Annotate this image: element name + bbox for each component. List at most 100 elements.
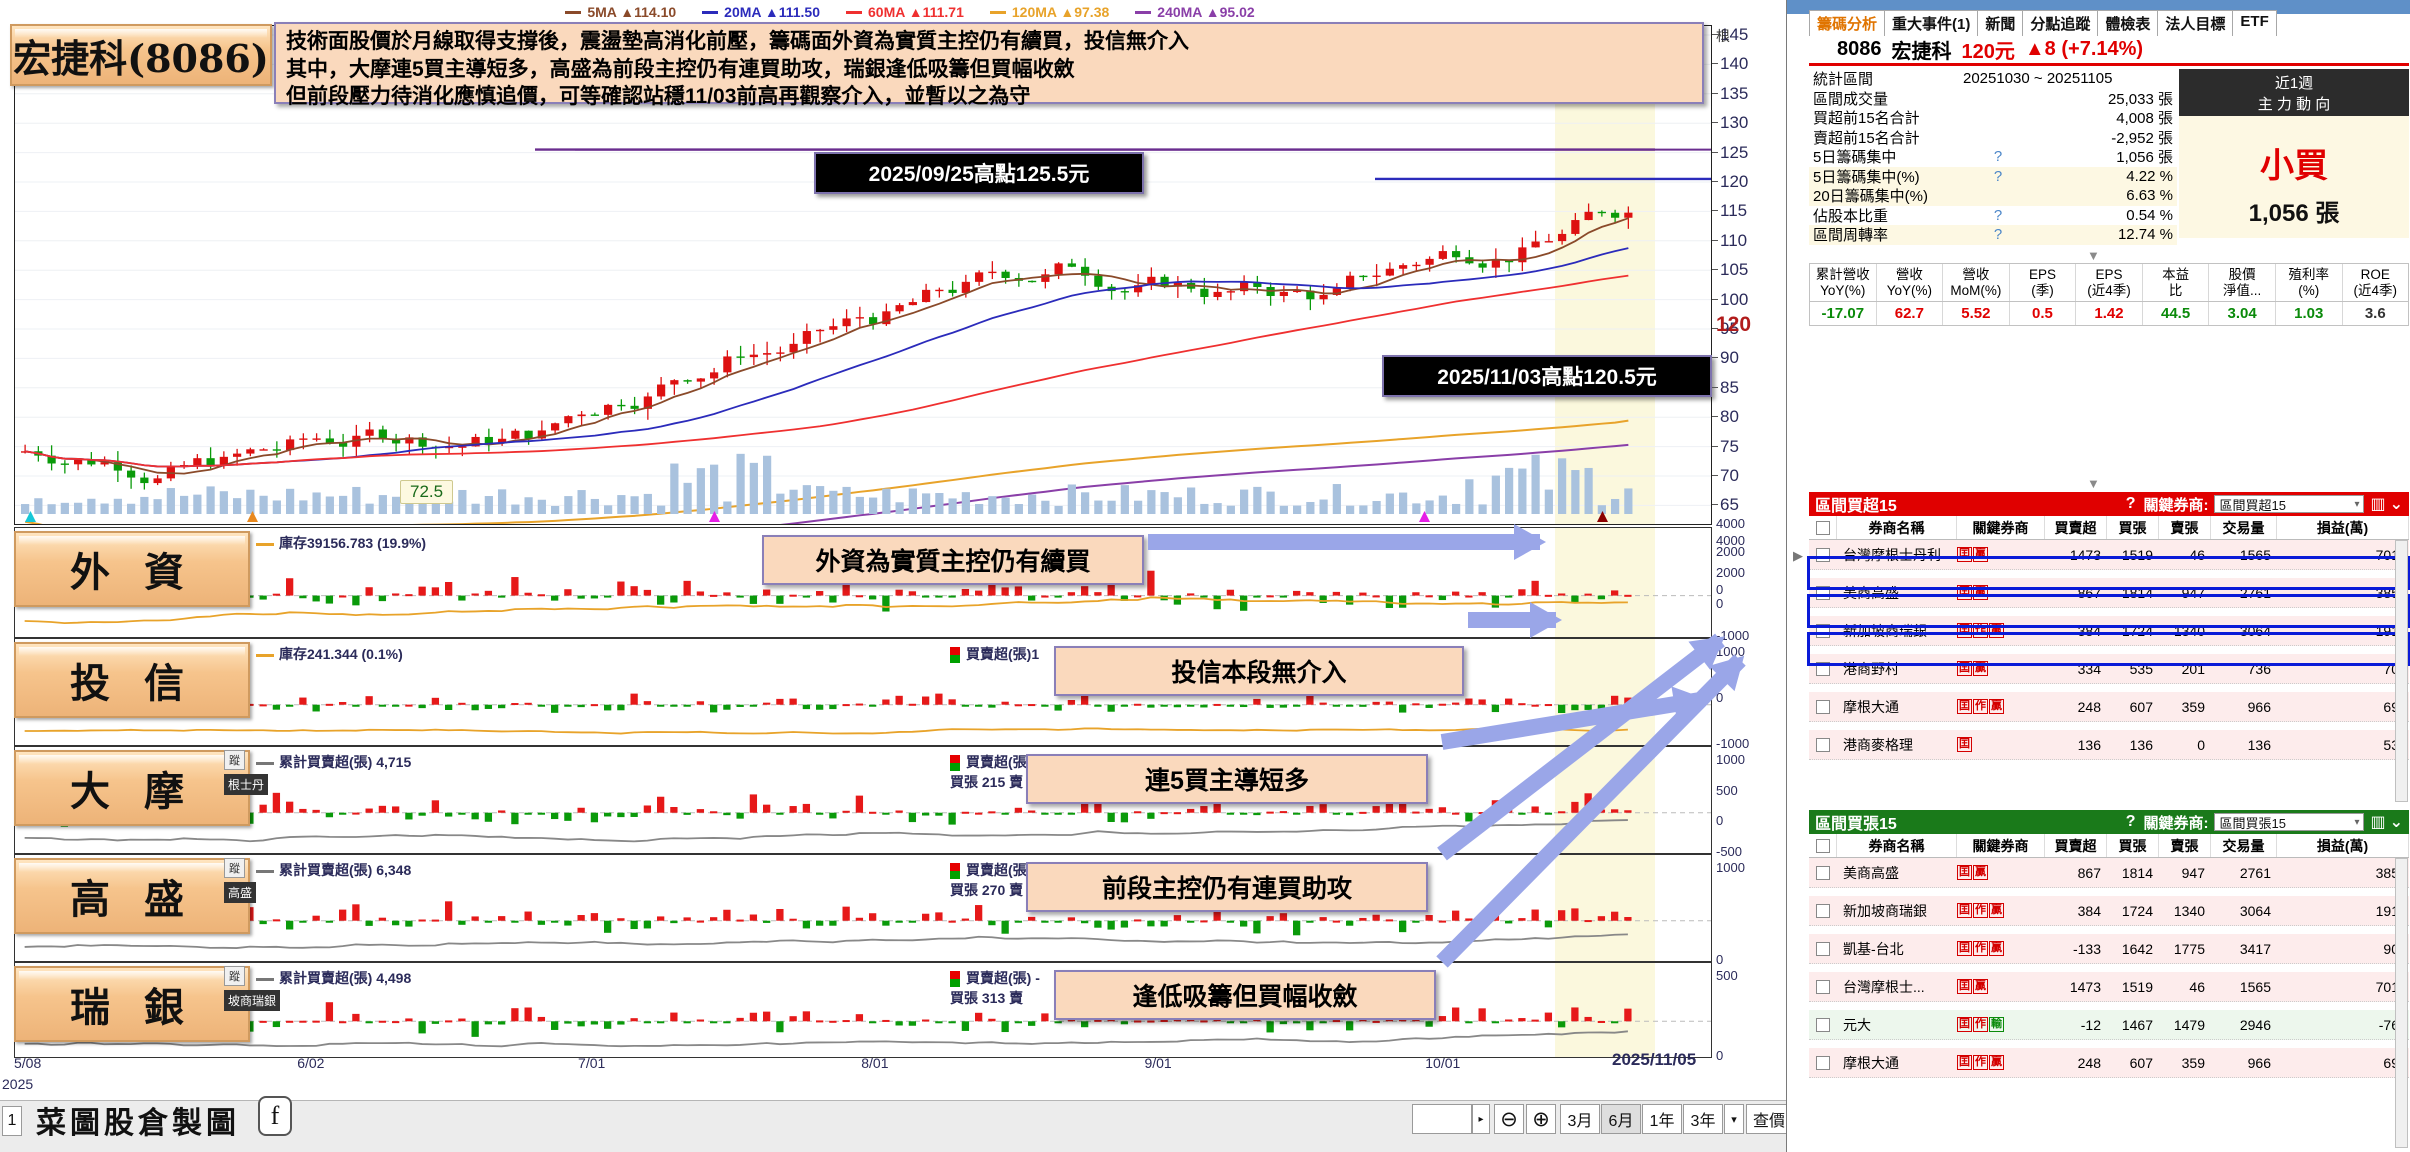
stock-change: ▲8 (+7.14%) [2024, 38, 2144, 60]
buy-grid-col-header-3[interactable]: 買張 [2107, 516, 2159, 539]
broker-tag-3: 高盛 [224, 882, 257, 903]
row-checkbox-cell[interactable] [1809, 654, 1837, 683]
range-more-button[interactable]: ▾ [1724, 1104, 1744, 1134]
fin-value-3: 0.5 [2010, 302, 2077, 326]
broker-plaque-3: 高 盛 [14, 858, 250, 934]
row-checkbox[interactable] [1816, 699, 1830, 714]
broker-track-button-2[interactable]: 蹤 [224, 750, 245, 770]
sell-grid-col-header-3[interactable]: 買張 [2107, 834, 2159, 857]
broker-track-button-3[interactable]: 蹤 [224, 858, 245, 878]
tab-4[interactable]: 體檢表 [2097, 10, 2159, 36]
range-dropdown-arrow[interactable]: ▸ [1472, 1104, 1490, 1134]
sell-grid-table-row[interactable]: 新加坡商瑞銀 囯作贏 384 1724 1340 3064 191 [1809, 896, 2409, 926]
tab-3[interactable]: 分點追蹤 [2022, 10, 2099, 36]
sell-grid-table-row[interactable]: 元大 囯作輸 -12 1467 1479 2946 -76 [1809, 1010, 2409, 1040]
sell-grid-col-header-5[interactable]: 交易量 [2211, 834, 2277, 857]
sell-grid-layout-icon[interactable]: ▥ [2370, 814, 2386, 831]
row-checkbox-cell[interactable] [1809, 616, 1837, 645]
sell-grid-table-row[interactable]: 凱基-台北 囯作贏 -133 1642 1775 3417 90 [1809, 934, 2409, 964]
sell-grid-col-header-4[interactable]: 賣張 [2159, 834, 2211, 857]
collapse-caret-bottom[interactable]: ▼ [2087, 476, 2100, 491]
row-checkbox-cell[interactable] [1809, 934, 1837, 963]
sell-grid-select-all-checkbox[interactable] [1815, 838, 1830, 853]
sell-grid-col-header-0[interactable]: 券商名稱 [1837, 834, 1957, 857]
sell-grid-col-header-1[interactable]: 關鍵券商 [1957, 834, 2045, 857]
row-checkbox-cell[interactable] [1809, 692, 1837, 721]
row-checkbox[interactable] [1816, 547, 1830, 562]
row-checkbox-cell[interactable] [1809, 540, 1837, 569]
collapse-caret-top[interactable]: ▼ [2087, 248, 2100, 263]
range-input[interactable] [1412, 1104, 1472, 1134]
sell-grid-help-icon[interactable]: ? [2125, 813, 2136, 830]
row-checkbox-cell[interactable] [1809, 1048, 1837, 1077]
sell-grid-expand-icon[interactable]: ⌄ [2389, 814, 2403, 831]
sell-grid-scrollbar[interactable] [2395, 858, 2408, 1148]
buy-grid-layout-icon[interactable]: ▥ [2370, 496, 2386, 513]
range-6m-button[interactable]: 6月 [1601, 1104, 1641, 1134]
buy-grid-table-row[interactable]: 港商麥格理 囯 136 136 0 136 53 [1809, 730, 2409, 760]
zoom-out-button[interactable]: ⊖ [1494, 1104, 1524, 1134]
row-checkbox[interactable] [1816, 623, 1830, 638]
sell-grid-col-header-6[interactable]: 損益(萬) [2277, 834, 2409, 857]
row-checkbox-cell[interactable] [1809, 972, 1837, 1001]
zoom-in-button[interactable]: ⊕ [1526, 1104, 1556, 1134]
row-checkbox[interactable] [1816, 941, 1830, 956]
sell-grid-select[interactable]: 區間買張15 [2214, 813, 2365, 831]
tab-0[interactable]: 籌碼分析 [1809, 10, 1886, 36]
buy-grid-scrollbar[interactable] [2395, 540, 2408, 802]
buy-grid-table-row[interactable]: 台灣摩根士丹利囯贏 1473 1519 46 1565 701 [1809, 540, 2409, 570]
buy-grid-table-row[interactable]: 新加坡商瑞銀 囯作贏 384 1724 1340 3064 191 [1809, 616, 2409, 646]
buy-grid-table-row[interactable]: 美商高盛 囯贏 867 1814 947 2761 385 [1809, 578, 2409, 608]
sell-grid-col-header-2[interactable]: 買賣超 [2045, 834, 2107, 857]
sell-grid-table-row[interactable]: 美商高盛 囯贏 867 1814 947 2761 385 [1809, 858, 2409, 888]
buy-grid-col-header-5[interactable]: 交易量 [2211, 516, 2277, 539]
row-checkbox-cell[interactable] [1809, 1010, 1837, 1039]
sell-grid-header-check[interactable] [1809, 834, 1837, 857]
panel-expand-arrow[interactable]: ▶ [1793, 548, 1803, 563]
row-checkbox[interactable] [1816, 1055, 1830, 1070]
row-checkbox[interactable] [1816, 585, 1830, 600]
buy-grid-select[interactable]: 區間買超15 [2214, 495, 2365, 513]
query-price-button[interactable]: 查價 [1746, 1104, 1792, 1134]
row-checkbox[interactable] [1816, 865, 1830, 880]
buy-grid-col-header-6[interactable]: 損益(萬) [2277, 516, 2409, 539]
stat-help-icon[interactable]: ? [1993, 226, 2003, 244]
row-checkbox[interactable] [1816, 903, 1830, 918]
volume-cell: 3064 [2239, 622, 2271, 639]
buy-grid-col-header-4[interactable]: 賣張 [2159, 516, 2211, 539]
buy-grid-table-row[interactable]: 摩根大通 囯作贏 248 607 359 966 69 [1809, 692, 2409, 722]
row-checkbox-cell[interactable] [1809, 896, 1837, 925]
tab-6[interactable]: ETF [2232, 10, 2277, 36]
sell-grid-table-row[interactable]: 摩根大通 囯作贏 248 607 359 966 69 [1809, 1048, 2409, 1078]
buy-grid-col-header-2[interactable]: 買賣超 [2045, 516, 2107, 539]
facebook-icon[interactable]: f [258, 1096, 292, 1136]
row-checkbox[interactable] [1816, 1017, 1830, 1032]
buy-grid-col-header-0[interactable]: 券商名稱 [1837, 516, 1957, 539]
ma-legend-item-1: 20MA ▲111.50 [702, 4, 820, 20]
buy-grid-table-row[interactable]: 港商野村 囯贏 334 535 201 736 70 [1809, 654, 2409, 684]
key-broker-cell: 囯作贏 [1957, 1048, 2045, 1077]
row-checkbox-cell[interactable] [1809, 858, 1837, 887]
broker-track-button-4[interactable]: 蹤 [224, 966, 245, 986]
buy-grid-header-check[interactable] [1809, 516, 1837, 539]
sell-grid-table-row[interactable]: 台灣摩根士... 囯贏 1473 1519 46 1565 701 [1809, 972, 2409, 1002]
row-checkbox[interactable] [1816, 737, 1830, 752]
range-3y-button[interactable]: 3年 [1683, 1104, 1723, 1134]
range-1y-button[interactable]: 1年 [1642, 1104, 1682, 1134]
row-checkbox-cell[interactable] [1809, 578, 1837, 607]
tab-5[interactable]: 法人目標 [2157, 10, 2234, 36]
stat-help-icon[interactable]: ? [1993, 206, 2003, 224]
range-3m-button[interactable]: 3月 [1560, 1104, 1600, 1134]
buy-grid-col-header-1[interactable]: 關鍵券商 [1957, 516, 2045, 539]
stat-row-7: 佔股本比重? 0.54 % [1809, 206, 2177, 226]
buy-grid-select-all-checkbox[interactable] [1815, 520, 1830, 535]
stat-help-icon[interactable]: ? [1993, 148, 2003, 166]
tab-1[interactable]: 重大事件(1) [1884, 10, 1979, 36]
tab-2[interactable]: 新聞 [1977, 10, 2024, 36]
row-checkbox[interactable] [1816, 979, 1830, 994]
stat-help-icon[interactable]: ? [1993, 167, 2003, 185]
buy-grid-expand-icon[interactable]: ⌄ [2389, 496, 2403, 513]
buy-grid-help-icon[interactable]: ? [2125, 495, 2136, 512]
row-checkbox[interactable] [1816, 661, 1830, 676]
row-checkbox-cell[interactable] [1809, 730, 1837, 759]
